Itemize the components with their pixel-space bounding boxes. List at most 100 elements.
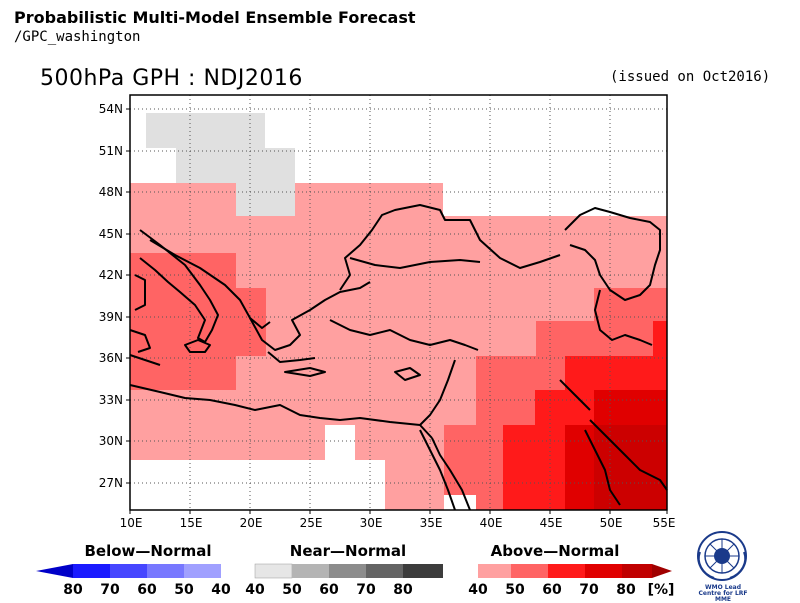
page-subtitle: /GPC_washington (14, 29, 141, 45)
legend-above-arrow (652, 564, 672, 578)
lat-label: 42N (99, 268, 123, 282)
lat-label: 51N (99, 144, 123, 158)
legend-swatch (329, 564, 366, 578)
legend-tick: 50 (282, 582, 302, 598)
legend-below-arrow (36, 564, 73, 578)
map-cell-above-40 (385, 460, 444, 510)
map-cell-above-70 (594, 390, 667, 425)
lat-label: 36N (99, 351, 123, 365)
map-title: 500hPa GPH : NDJ2016 (40, 66, 303, 91)
map-cell-above-40 (236, 356, 476, 390)
lat-label: 39N (99, 310, 123, 324)
map-cell-above-50 (130, 253, 236, 390)
legend-tick: 70 (356, 582, 376, 598)
map-cell-above-50 (444, 460, 503, 495)
legend-tick: 60 (542, 582, 562, 598)
lon-label: 25E (300, 516, 323, 530)
legend-near-bar (254, 563, 443, 579)
map-cells (130, 113, 667, 510)
axis-ticks (126, 108, 668, 514)
issued-date: (issued on Oct2016) (610, 69, 771, 85)
legend-tick: 80 (63, 582, 83, 598)
legend-tick: 80 (393, 582, 413, 598)
legend-tick: 60 (319, 582, 339, 598)
legend-swatch (147, 564, 184, 578)
lat-label: 33N (99, 393, 123, 407)
map-cell-near-normal (236, 183, 295, 216)
legend-swatch (548, 564, 585, 578)
legend-near-title: Near—Normal (290, 542, 406, 560)
map-cell-above-80 (594, 425, 667, 510)
legend-tick: 40 (245, 582, 265, 598)
lon-label: 55E (653, 516, 676, 530)
map-cell-near-normal (176, 148, 295, 183)
legend-tick: 40 (211, 582, 231, 598)
map-cell-above-50 (236, 288, 266, 356)
map-cell-above-40 (130, 425, 325, 460)
legend-above-bar (478, 564, 672, 578)
lon-labels: 10E 15E 20E 25E 30E 35E 40E 45E 50E 55E (120, 516, 676, 530)
legend-tick: 70 (579, 582, 599, 598)
map-cell-above-40 (130, 390, 476, 425)
legend-swatch (366, 564, 403, 578)
lon-label: 20E (240, 516, 263, 530)
coastlines (129, 204, 668, 511)
map-cell-above-60 (535, 390, 594, 425)
legend-swatch (511, 564, 548, 578)
map-cell-above-40 (266, 288, 594, 321)
map-cell-above-40 (236, 253, 667, 288)
lon-label: 10E (120, 516, 143, 530)
legend-swatch (585, 564, 622, 578)
lon-label: 30E (360, 516, 383, 530)
map-cell-above-40 (295, 183, 443, 216)
map-cell-above-50 (444, 425, 503, 460)
legend-swatch (403, 564, 443, 578)
legend-above-title: Above—Normal (491, 542, 620, 560)
lat-label: 48N (99, 185, 123, 199)
map-cell-above-50 (476, 356, 565, 390)
legend-tick: 40 (468, 582, 488, 598)
lon-label: 40E (480, 516, 503, 530)
legend-tick: 50 (505, 582, 525, 598)
lat-label: 45N (99, 227, 123, 241)
legend-swatch (622, 564, 652, 578)
lat-label: 54N (99, 102, 123, 116)
map-cell-above-60 (565, 356, 667, 390)
map-cell-near-normal (146, 113, 265, 148)
wmo-logo-text: WMO Lead Centre for LRF MME (698, 584, 748, 603)
legend-swatch (254, 563, 293, 579)
legend-tick: 60 (137, 582, 157, 598)
map-cell-above-60 (653, 321, 667, 356)
legend-swatch (110, 564, 147, 578)
lat-label: 30N (99, 434, 123, 448)
map-cell-above-50 (594, 288, 667, 321)
lon-label: 35E (420, 516, 443, 530)
map-cell-above-50 (476, 495, 503, 510)
legend-unit: [%] (648, 582, 675, 598)
legend-swatch (73, 564, 110, 578)
map-cell-above-40 (236, 216, 667, 253)
wmo-logo-icon (697, 531, 747, 581)
legend-below-bar (36, 564, 221, 578)
legend-swatch (478, 564, 511, 578)
map-cell-above-50 (476, 390, 535, 425)
lon-label: 45E (540, 516, 563, 530)
map-gridlines (130, 95, 667, 510)
lon-label: 15E (180, 516, 203, 530)
lon-label: 50E (600, 516, 623, 530)
legend-swatch (292, 564, 329, 578)
legend-tick: 70 (100, 582, 120, 598)
legend-tick: 80 (616, 582, 636, 598)
lat-labels: 54N 51N 48N 45N 42N 39N 36N 33N 30N 27N (99, 102, 123, 490)
map-frame (129, 94, 668, 511)
map-cell-above-40 (266, 321, 536, 356)
lat-label: 27N (99, 476, 123, 490)
legend-tick: 50 (174, 582, 194, 598)
map-cell-above-60 (503, 425, 565, 510)
map-cell-above-40 (130, 183, 236, 253)
map-cell-above-40 (355, 425, 444, 460)
legend-below-title: Below—Normal (84, 542, 211, 560)
legend-swatch (184, 564, 221, 578)
page-title: Probabilistic Multi-Model Ensemble Forec… (14, 8, 416, 27)
